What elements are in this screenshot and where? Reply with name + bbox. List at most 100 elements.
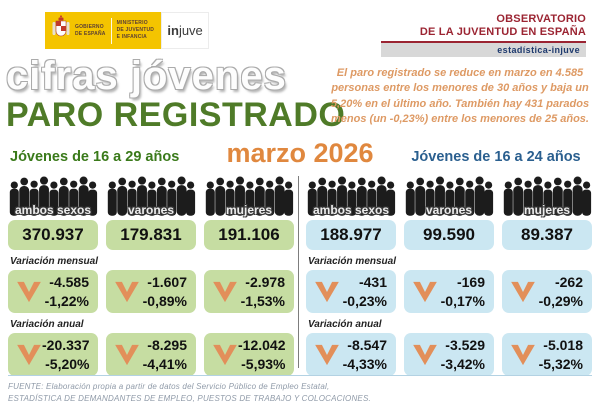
monthly-variation-card: -262 -0,29% xyxy=(502,270,592,313)
arrow-down-icon xyxy=(17,344,41,365)
column-ambos-sexos: ambos sexos 370.937 xyxy=(8,172,98,250)
variation-pct: -3,42% xyxy=(440,355,485,372)
variation-pct: -0,29% xyxy=(538,292,583,309)
annual-variation-card: -20.337 -5,20% xyxy=(8,333,98,376)
column-label: mujeres xyxy=(225,203,273,217)
gobierno-text: GOBIERNO DE ESPAÑA xyxy=(75,23,106,37)
arrow-down-icon xyxy=(315,344,339,365)
monthly-variation-card: -169 -0,17% xyxy=(404,270,494,313)
variation-abs: -262 xyxy=(554,274,583,291)
variation-pct: -1,22% xyxy=(44,292,89,309)
monthly-variation-card: -431 -0,23% xyxy=(306,270,396,313)
variation-abs: -431 xyxy=(358,274,387,291)
column-label: ambos sexos xyxy=(312,203,390,217)
monthly-variation-label: Variación mensual xyxy=(308,256,396,267)
section-16-24: ambos sexos 188.977 varones 99.590 mujer… xyxy=(306,172,592,376)
variation-abs: -20.337 xyxy=(42,337,90,354)
arrow-down-icon xyxy=(413,281,437,302)
ministerio-text: MINISTERIO DE JUVENTUD E INFANCIA xyxy=(116,20,155,40)
column-label: varones xyxy=(127,203,175,217)
estadistica-injuve-badge: estadística-injuve xyxy=(381,42,586,57)
crowd-silhouette-icon: ambos sexos xyxy=(306,172,396,218)
section-title-16-24: Jóvenes de 16 a 24 años xyxy=(411,149,581,165)
arrow-down-icon xyxy=(213,281,237,302)
variation-abs: -2.978 xyxy=(245,274,285,291)
observatorio-line2: DE LA JUVENTUD EN ESPAÑA xyxy=(419,25,586,38)
crowd-silhouette-icon: mujeres xyxy=(204,172,294,218)
annual-variation-card: -8.547 -4,33% xyxy=(306,333,396,376)
annual-variation-card: -8.295 -4,41% xyxy=(106,333,196,376)
monthly-variation-card: -1.607 -0,89% xyxy=(106,270,196,313)
variation-pct: -0,23% xyxy=(342,292,387,309)
logo-separator xyxy=(110,17,112,44)
center-divider xyxy=(298,176,299,368)
variation-pct: -5,93% xyxy=(241,355,286,372)
variation-abs: -12.042 xyxy=(238,337,286,354)
arrow-down-icon xyxy=(115,281,139,302)
arrow-down-icon xyxy=(17,281,41,302)
total-value: 179.831 xyxy=(106,220,196,250)
total-value: 89.387 xyxy=(502,220,592,250)
source-note: FUENTE: Elaboración propia a partir de d… xyxy=(8,381,371,406)
annual-variation-card: -12.042 -5,93% xyxy=(204,333,294,376)
government-logo: GOBIERNO DE ESPAÑA MINISTERIO DE JUVENTU… xyxy=(45,12,210,49)
section-title-16-29: Jóvenes de 16 a 29 años xyxy=(10,149,180,165)
variation-pct: -4,33% xyxy=(342,355,387,372)
variation-pct: -5,20% xyxy=(45,355,90,372)
column-varones: varones 99.590 xyxy=(404,172,494,250)
column-label: varones xyxy=(425,203,473,217)
variation-pct: -4,41% xyxy=(142,355,187,372)
annual-variation-label: Variación anual xyxy=(308,319,382,330)
arrow-down-icon xyxy=(315,281,339,302)
column-varones: varones 179.831 xyxy=(106,172,196,250)
monthly-variation-label: Variación mensual xyxy=(10,256,98,267)
period-label: marzo 2026 xyxy=(226,138,374,168)
variation-pct: -0,89% xyxy=(142,292,187,309)
page-subtitle: PARO REGISTRADO xyxy=(6,96,346,134)
observatorio-header: OBSERVATORIO DE LA JUVENTUD EN ESPAÑA es… xyxy=(381,13,586,57)
variation-abs: -169 xyxy=(456,274,485,291)
arrow-down-icon xyxy=(511,281,535,302)
variation-abs: -8.295 xyxy=(147,337,187,354)
crowd-silhouette-icon: mujeres xyxy=(502,172,592,218)
total-value: 370.937 xyxy=(8,220,98,250)
column-ambos-sexos: ambos sexos 188.977 xyxy=(306,172,396,250)
column-label: ambos sexos xyxy=(14,203,92,217)
gobierno-espana-logo: GOBIERNO DE ESPAÑA MINISTERIO DE JUVENTU… xyxy=(45,12,162,49)
observatorio-rule xyxy=(381,40,586,43)
variation-abs: -8.547 xyxy=(347,337,387,354)
page-title: cifras jóvenes xyxy=(6,54,287,98)
crowd-silhouette-icon: varones xyxy=(106,172,196,218)
annual-variation-label: Variación anual xyxy=(10,319,84,330)
injuve-logo: in juve xyxy=(161,12,210,49)
monthly-variation-card: -2.978 -1,53% xyxy=(204,270,294,313)
footer-divider xyxy=(8,375,592,376)
variation-abs: -5.018 xyxy=(543,337,583,354)
arrow-down-icon xyxy=(115,344,139,365)
column-mujeres: mujeres 191.106 xyxy=(204,172,294,250)
total-value: 191.106 xyxy=(204,220,294,250)
total-value: 188.977 xyxy=(306,220,396,250)
variation-pct: -0,17% xyxy=(440,292,485,309)
annual-variation-card: -3.529 -3,42% xyxy=(404,333,494,376)
summary-text: El paro registrado se reduce en marzo en… xyxy=(330,67,590,126)
spain-coat-of-arms-icon xyxy=(52,14,70,47)
crowd-silhouette-icon: ambos sexos xyxy=(8,172,98,218)
total-value: 99.590 xyxy=(404,220,494,250)
variation-abs: -4.585 xyxy=(49,274,89,291)
annual-variation-card: -5.018 -5,32% xyxy=(502,333,592,376)
variation-pct: -5,32% xyxy=(538,355,583,372)
section-16-29: ambos sexos 370.937 varones 179.831 muje… xyxy=(8,172,294,376)
variation-abs: -1.607 xyxy=(147,274,187,291)
arrow-down-icon xyxy=(511,344,535,365)
observatorio-line1: OBSERVATORIO xyxy=(496,13,586,25)
variation-pct: -1,53% xyxy=(240,292,285,309)
crowd-silhouette-icon: varones xyxy=(404,172,494,218)
variation-abs: -3.529 xyxy=(445,337,485,354)
source-line2: ESTADÍSTICA DE DEMANDANTES DE EMPLEO, PU… xyxy=(8,394,371,404)
monthly-variation-card: -4.585 -1,22% xyxy=(8,270,98,313)
column-label: mujeres xyxy=(523,203,571,217)
arrow-down-icon xyxy=(213,344,237,365)
arrow-down-icon xyxy=(413,344,437,365)
